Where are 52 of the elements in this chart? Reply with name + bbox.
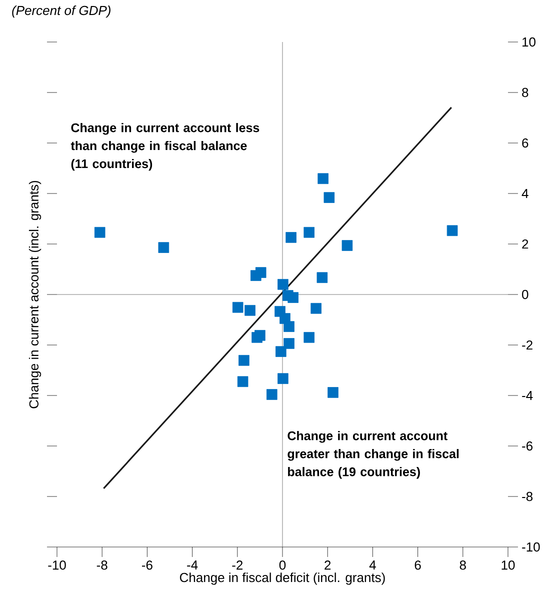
y-tick-label: 10 <box>522 37 536 47</box>
x-tick-label: 4 <box>369 560 376 570</box>
x-tick-label: 10 <box>502 560 515 570</box>
x-tick-label: -2 <box>232 560 243 570</box>
point <box>266 389 278 400</box>
point <box>94 226 106 238</box>
point <box>282 290 294 301</box>
y-tick-label: -6 <box>522 441 533 451</box>
point <box>318 173 328 184</box>
y-tick-label: -10 <box>522 542 540 552</box>
x-tick-label: 8 <box>460 560 466 570</box>
annotation: Change in current account greater than change in fiscal balance (19 countries) <box>288 431 459 479</box>
point <box>238 355 250 366</box>
y-tick-label: 8 <box>522 88 528 98</box>
y-tick-label: 0 <box>522 290 528 300</box>
x-axis-title: Change in fiscal deficit (incl. grants) <box>180 572 385 585</box>
point <box>328 387 338 398</box>
annotation: Change in current account less than change in fiscal balance (11 countries) <box>70 123 260 171</box>
y-tick-label: -8 <box>522 492 533 502</box>
point <box>284 321 294 332</box>
x-tick-label: 0 <box>279 560 286 570</box>
point <box>237 376 248 388</box>
point <box>342 240 353 251</box>
x-tick-label: -8 <box>96 560 108 570</box>
point <box>276 346 286 357</box>
y-tick-label: 2 <box>522 239 528 249</box>
point <box>304 332 314 343</box>
point <box>232 302 244 313</box>
point <box>310 302 322 314</box>
point <box>278 279 288 290</box>
point <box>446 225 458 236</box>
point <box>316 272 328 283</box>
y-tick-label: -2 <box>522 340 532 350</box>
point <box>324 192 335 203</box>
chart-subtitle: (Percent of GDP) <box>12 6 110 18</box>
point <box>244 305 256 316</box>
x-tick-label: 6 <box>414 560 421 570</box>
y-tick-label: 4 <box>522 189 528 198</box>
y-axis-title: Change in current account (incl. grants) <box>28 180 42 408</box>
x-tick-label: -4 <box>187 560 198 570</box>
point <box>304 226 314 238</box>
point <box>254 330 266 341</box>
y-tick-label: 6 <box>522 138 528 148</box>
point <box>284 338 294 349</box>
y-tick-label: -4 <box>522 391 533 400</box>
x-tick-label: -6 <box>142 560 152 570</box>
point <box>278 373 288 384</box>
x-tick-label: 2 <box>324 560 331 570</box>
x-tick-label: -10 <box>48 560 66 570</box>
point <box>255 267 266 278</box>
point <box>158 242 170 253</box>
point <box>286 232 296 243</box>
